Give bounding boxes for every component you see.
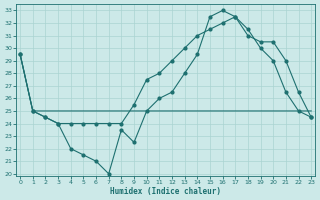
X-axis label: Humidex (Indice chaleur): Humidex (Indice chaleur)	[110, 187, 221, 196]
